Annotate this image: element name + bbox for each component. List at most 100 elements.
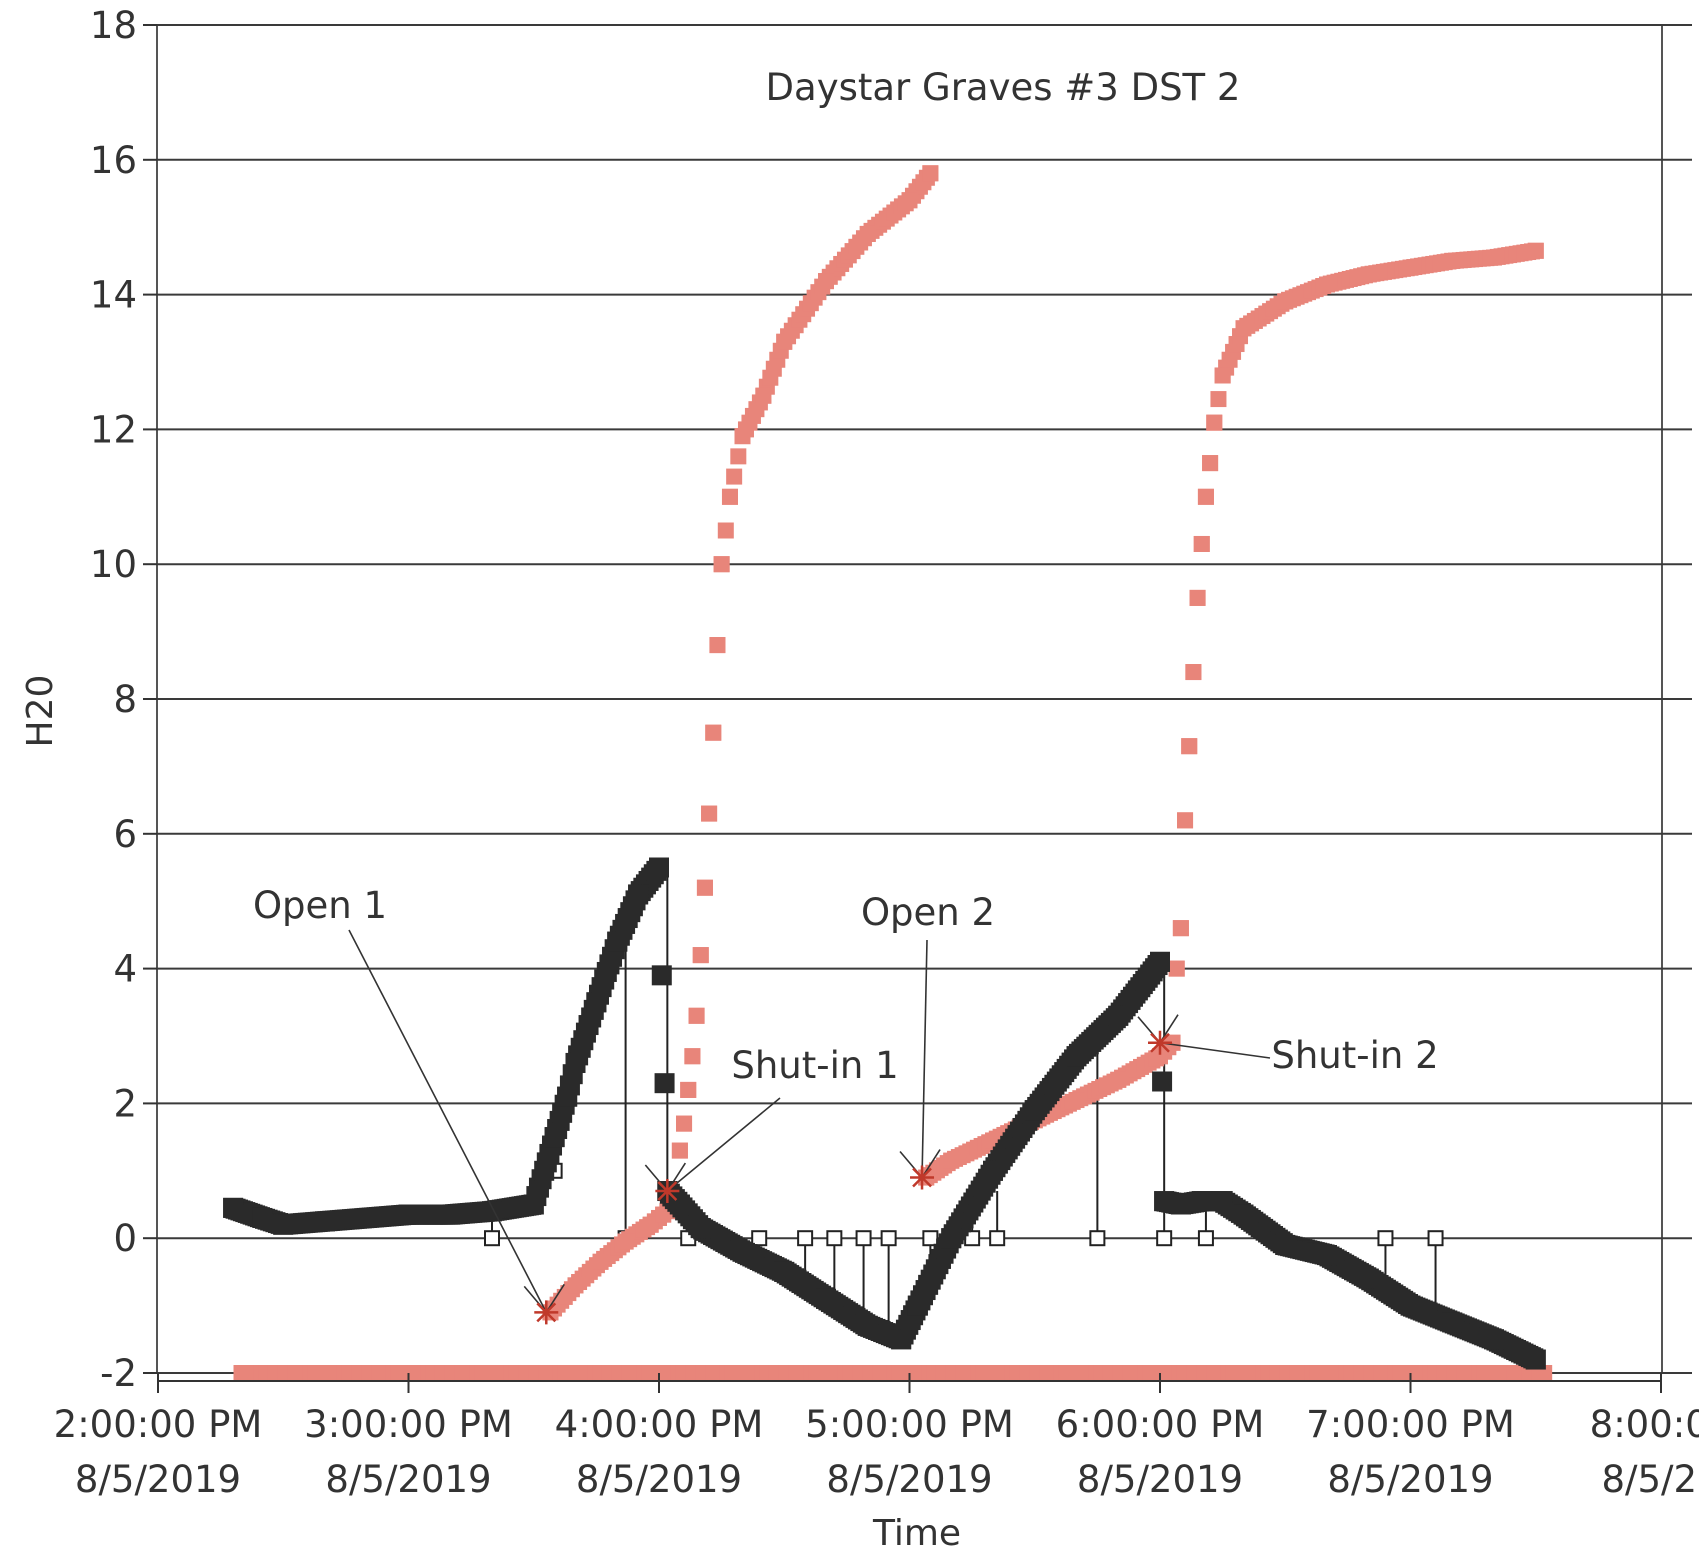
- data-point: [1275, 1234, 1296, 1255]
- data-point: [523, 1194, 544, 1215]
- y-tick-label: 14: [90, 274, 137, 317]
- data-point: [922, 165, 939, 182]
- data-point: [440, 1204, 461, 1225]
- data-point: [1189, 589, 1206, 606]
- data-point: [484, 1365, 500, 1381]
- data-point: [1110, 1071, 1127, 1088]
- data-point: [1319, 276, 1335, 293]
- data-point: [1212, 1191, 1233, 1212]
- data-point: [1358, 1268, 1379, 1289]
- data-point: [1164, 1034, 1181, 1051]
- data-point: [1193, 535, 1210, 552]
- data-point: [1024, 1100, 1045, 1121]
- data-point: [586, 992, 607, 1013]
- drop-marker: [1197, 1230, 1214, 1247]
- annotation-arrow: [348, 929, 547, 1313]
- drop-marker: [855, 1230, 872, 1247]
- data-point: [567, 1365, 584, 1381]
- data-point: [482, 1201, 502, 1222]
- data-point: [730, 448, 747, 465]
- data-point: [1277, 293, 1294, 310]
- annotation-arrow: [1159, 1041, 1271, 1059]
- drop-marker: [797, 1230, 814, 1247]
- y-tick-label: 16: [90, 139, 137, 182]
- drop-marker: [989, 1230, 1006, 1247]
- data-point: [985, 1365, 1001, 1381]
- data-point: [557, 1086, 578, 1107]
- data-point: [1150, 951, 1170, 972]
- data-point: [717, 522, 734, 539]
- data-point: [1068, 1092, 1085, 1109]
- series-layer: [223, 165, 1553, 1381]
- data-point: [1206, 414, 1223, 431]
- annotation: Shut-in 2: [1137, 1014, 1439, 1077]
- data-point: [732, 1241, 753, 1262]
- axis-layer: -2 0 2 4 6 8 10 12 14 16 18 2:00:00 PM 8/5/2019 3:00:…: [54, 4, 1699, 1501]
- data-point: [676, 1115, 693, 1132]
- data-point: [565, 1052, 586, 1073]
- y-tick-label: 4: [113, 948, 137, 991]
- data-point: [1108, 1005, 1129, 1026]
- data-point: [1170, 1194, 1191, 1215]
- data-point: [701, 805, 718, 822]
- data-point: [317, 1365, 333, 1381]
- data-point: [1525, 1349, 1546, 1370]
- data-point: [1214, 367, 1231, 384]
- x-tick-label-time: 7:00:00 PM: [1306, 1403, 1515, 1446]
- data-point: [907, 1295, 928, 1316]
- data-point: [1191, 1191, 1212, 1212]
- annotation: Open 2: [861, 891, 995, 1190]
- y-tick-label: 8: [113, 678, 137, 721]
- x-tick-label-date: 8/5/2019: [826, 1458, 992, 1501]
- annotation-label: Shut-in 1: [731, 1044, 898, 1087]
- series-2: [918, 242, 1544, 1186]
- x-tick-label-time: 3:00:00 PM: [304, 1403, 513, 1446]
- data-point: [544, 1127, 565, 1148]
- x-tick-label-time: 2:00:00 PM: [54, 1403, 263, 1446]
- data-point: [721, 488, 738, 505]
- data-point: [1185, 664, 1202, 681]
- annotation-label: Shut-in 2: [1271, 1034, 1438, 1077]
- data-point: [1400, 1295, 1421, 1316]
- data-point: [1152, 1071, 1173, 1092]
- data-point: [671, 1142, 688, 1159]
- drop-marker: [1089, 1230, 1106, 1247]
- data-point: [1210, 391, 1227, 408]
- drop-marker: [922, 1230, 939, 1247]
- data-point: [891, 1329, 912, 1350]
- y-tick-label: 2: [113, 1082, 137, 1125]
- data-point: [1181, 738, 1198, 755]
- drop-marker: [1156, 1230, 1173, 1247]
- drop-marker: [1427, 1230, 1444, 1247]
- drop-marker: [1377, 1230, 1394, 1247]
- x-tick-label-time: 5:00:00 PM: [805, 1403, 1014, 1446]
- annotation-star-marker: [910, 1165, 935, 1190]
- data-point: [983, 1160, 1003, 1181]
- x-tick-label-date: 8/5/20: [1601, 1458, 1699, 1501]
- series-0: [233, 1365, 1553, 1381]
- data-point: [818, 1365, 834, 1381]
- annotation-arrow: [921, 939, 928, 1178]
- drop-marker: [880, 1230, 897, 1247]
- data-point: [726, 468, 743, 485]
- data-point: [315, 1211, 335, 1232]
- x-axis-title: Time: [872, 1513, 961, 1554]
- x-tick-label-date: 8/5/2019: [75, 1458, 241, 1501]
- data-point: [1486, 249, 1502, 266]
- data-point: [654, 1073, 675, 1094]
- y-axis-title: H20: [20, 675, 61, 748]
- data-point: [755, 387, 772, 404]
- drop-marker: [826, 1230, 843, 1247]
- data-point: [1177, 812, 1194, 829]
- data-point: [273, 1214, 294, 1235]
- series-3: [223, 857, 1546, 1370]
- data-point: [1235, 320, 1252, 337]
- y-tick-label: 10: [90, 543, 137, 586]
- data-point: [713, 556, 730, 573]
- data-point: [692, 947, 709, 964]
- data-point: [818, 273, 834, 290]
- data-point: [859, 225, 876, 242]
- data-point: [1235, 1365, 1252, 1381]
- data-point: [1172, 920, 1189, 937]
- data-point: [709, 637, 726, 654]
